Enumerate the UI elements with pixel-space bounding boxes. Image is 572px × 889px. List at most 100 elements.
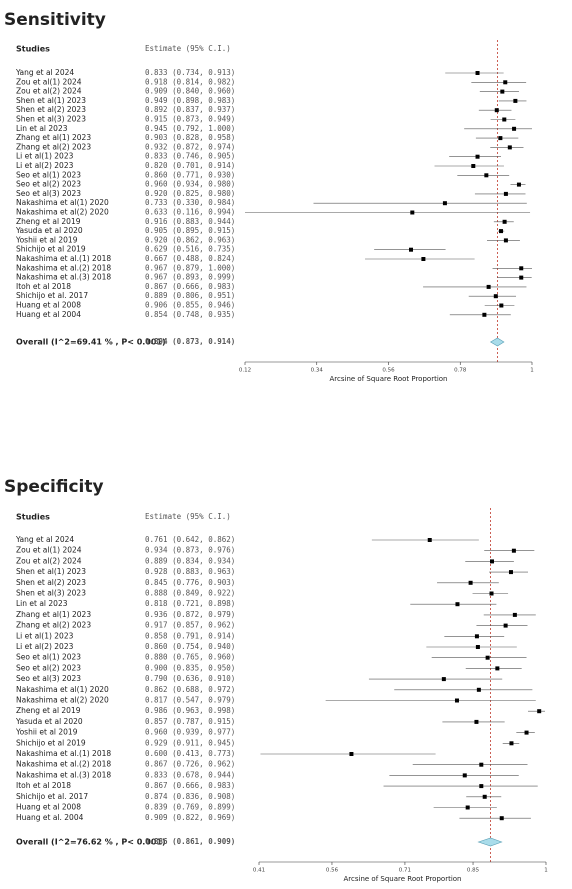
estimate-label: 0.916 (0.883, 0.944)	[145, 217, 235, 226]
study-name: Nakashima et al(2) 2020	[16, 696, 109, 705]
study-name: Li et al(2) 2023	[16, 642, 74, 651]
point-estimate	[502, 117, 507, 122]
point-estimate	[475, 154, 480, 159]
estimate-label: 0.967 (0.879, 1.000)	[145, 263, 235, 272]
study-name: Shichijo et al 2019	[16, 245, 86, 254]
point-estimate	[509, 741, 514, 746]
point-estimate	[485, 655, 490, 660]
point-estimate	[475, 645, 480, 649]
study-name: Nakashima et al.(1) 2018	[16, 749, 111, 758]
x-tick-label: 0.12	[239, 368, 251, 374]
study-name: Shen et al(2) 2023	[16, 578, 86, 587]
study-name: Huang et al 2004	[16, 310, 81, 319]
point-estimate	[474, 634, 479, 639]
study-name: Yoshii et al 2019	[15, 235, 78, 244]
study-name: Shichijo et al. 2017	[16, 291, 88, 300]
point-estimate	[482, 794, 487, 799]
estimate-label: 0.867 (0.666, 0.983)	[145, 282, 235, 291]
estimate-label: 0.854 (0.748, 0.935)	[145, 310, 235, 319]
study-name: Zou et al(1) 2024	[16, 546, 82, 555]
estimate-label: 0.960 (0.939, 0.977)	[145, 728, 235, 737]
point-estimate	[476, 687, 481, 692]
x-tick-label: 0.56	[382, 368, 395, 374]
overall-diamond	[477, 837, 503, 847]
estimate-label: 0.833 (0.678, 0.944)	[145, 770, 235, 779]
estimate-label: 0.934 (0.873, 0.976)	[145, 546, 235, 555]
estimate-label: 0.833 (0.746, 0.905)	[145, 152, 235, 161]
estimate-label: 0.967 (0.893, 0.999)	[145, 273, 235, 282]
estimate-label: 0.906 (0.855, 0.946)	[145, 301, 235, 310]
x-tick-label: 0.85	[467, 868, 480, 874]
point-estimate	[502, 219, 507, 224]
estimate-label: 0.817 (0.547, 0.979)	[145, 696, 235, 705]
study-name: Zhang et al(2) 2023	[16, 621, 91, 630]
estimate-label: 0.833 (0.734, 0.913)	[145, 68, 235, 77]
study-name: Shen et al(3) 2023	[16, 589, 86, 598]
study-name: Nakashima et al(2) 2020	[16, 208, 109, 217]
point-estimate	[409, 247, 414, 252]
point-estimate	[519, 266, 524, 271]
study-name: Seo et al(2) 2023	[16, 180, 81, 189]
estimate-label: 0.915 (0.873, 0.949)	[145, 115, 235, 124]
study-name: Seo et al(3) 2023	[16, 189, 81, 198]
estimate-label: 0.920 (0.862, 0.963)	[145, 235, 235, 244]
point-estimate	[519, 275, 524, 280]
panel-title: Sensitivity	[4, 10, 106, 30]
point-estimate	[479, 762, 484, 767]
estimate-label: 0.928 (0.883, 0.963)	[145, 567, 235, 576]
estimate-label: 0.858 (0.791, 0.914)	[145, 631, 235, 640]
study-name: Nakashima et al.(1) 2018	[16, 254, 111, 263]
estimate-label: 0.857 (0.787, 0.915)	[145, 717, 235, 726]
column-header: Estimate (95% C.I.)	[145, 44, 231, 53]
study-name: Zou et al(2) 2024	[16, 87, 82, 96]
x-tick-label: 0.78	[454, 368, 467, 374]
study-name: Shichijo et al. 2017	[16, 792, 88, 801]
point-estimate	[484, 173, 489, 178]
point-estimate	[349, 752, 354, 756]
panel-title: Specificity	[4, 477, 104, 497]
column-header: Studies	[16, 45, 50, 54]
estimate-label: 0.909 (0.822, 0.969)	[145, 813, 235, 822]
point-estimate	[479, 784, 484, 789]
estimate-label: 0.949 (0.898, 0.983)	[145, 96, 235, 105]
study-name: Zhang et al(1) 2023	[16, 610, 91, 619]
x-axis-label: Arcsine of Square Root Proportion	[344, 875, 462, 883]
point-estimate	[490, 559, 495, 564]
estimate-label: 0.860 (0.754, 0.940)	[145, 642, 235, 651]
estimate-label: 0.918 (0.814, 0.982)	[145, 77, 235, 86]
point-estimate	[516, 182, 521, 187]
overall-diamond	[489, 337, 505, 347]
estimate-label: 0.860 (0.771, 0.930)	[145, 170, 235, 179]
point-estimate	[455, 602, 460, 607]
overall-estimate: 0.894 (0.873, 0.914)	[145, 337, 235, 346]
point-estimate	[471, 164, 476, 168]
point-estimate	[475, 71, 480, 75]
overall-estimate: 0.886 (0.861, 0.909)	[145, 837, 235, 846]
point-estimate	[503, 238, 508, 243]
study-name: Nakashima et al.(2) 2018	[16, 263, 111, 272]
point-estimate	[499, 229, 504, 234]
study-name: Huang et al. 2004	[16, 813, 84, 822]
point-estimate	[410, 210, 415, 215]
estimate-label: 0.917 (0.857, 0.962)	[145, 621, 235, 630]
study-name: Itoh et al 2018	[16, 282, 71, 291]
study-name: Seo et al(2) 2023	[16, 663, 81, 672]
study-name: Yasuda et al 2020	[15, 717, 83, 726]
point-estimate	[503, 623, 508, 628]
point-estimate	[524, 730, 529, 735]
point-estimate	[513, 98, 518, 103]
estimate-label: 0.892 (0.837, 0.937)	[145, 105, 235, 114]
point-estimate	[493, 294, 498, 299]
point-estimate	[512, 126, 517, 131]
study-name: Shen et al(3) 2023	[16, 115, 86, 124]
point-estimate	[482, 312, 487, 317]
estimate-label: 0.920 (0.825, 0.980)	[145, 189, 235, 198]
study-name: Shichijo et al 2019	[16, 738, 86, 747]
estimate-label: 0.986 (0.963, 0.998)	[145, 706, 235, 715]
study-name: Yang et al 2024	[15, 68, 74, 77]
estimate-label: 0.867 (0.726, 0.962)	[145, 760, 235, 769]
study-name: Lin et al 2023	[16, 124, 68, 133]
x-axis-label: Arcsine of Square Root Proportion	[330, 375, 448, 383]
study-name: Itoh et al 2018	[16, 781, 71, 790]
study-name: Seo et al(1) 2023	[16, 653, 81, 662]
